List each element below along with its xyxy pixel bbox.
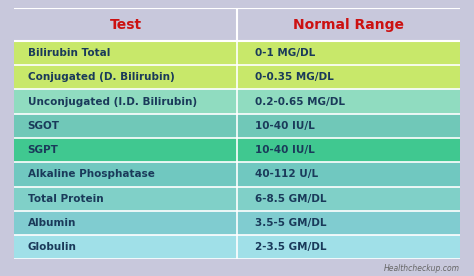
Bar: [14, 41, 460, 65]
Bar: [14, 89, 460, 114]
Text: Healthcheckup.com: Healthcheckup.com: [384, 264, 460, 273]
Text: 0-1 MG/DL: 0-1 MG/DL: [255, 48, 315, 58]
Text: SGOT: SGOT: [27, 121, 60, 131]
Text: 3.5-5 GM/DL: 3.5-5 GM/DL: [255, 218, 326, 228]
Bar: [14, 138, 460, 162]
Text: 40-112 U/L: 40-112 U/L: [255, 169, 318, 179]
Text: 10-40 IU/L: 10-40 IU/L: [255, 121, 315, 131]
Bar: [14, 65, 460, 89]
Text: Normal Range: Normal Range: [293, 18, 404, 32]
Text: Total Protein: Total Protein: [27, 194, 103, 204]
Text: 10-40 IU/L: 10-40 IU/L: [255, 145, 315, 155]
Text: SGPT: SGPT: [27, 145, 58, 155]
Text: Albumin: Albumin: [27, 218, 76, 228]
Bar: [14, 162, 460, 187]
Text: 2-3.5 GM/DL: 2-3.5 GM/DL: [255, 242, 326, 252]
Text: Unconjugated (I.D. Bilirubin): Unconjugated (I.D. Bilirubin): [27, 97, 197, 107]
Bar: [14, 8, 460, 41]
Text: Test: Test: [109, 18, 142, 32]
Text: Conjugated (D. Bilirubin): Conjugated (D. Bilirubin): [27, 72, 174, 82]
Text: 0-0.35 MG/DL: 0-0.35 MG/DL: [255, 72, 334, 82]
Text: 0.2-0.65 MG/DL: 0.2-0.65 MG/DL: [255, 97, 345, 107]
Text: 6-8.5 GM/DL: 6-8.5 GM/DL: [255, 194, 326, 204]
Text: Globulin: Globulin: [27, 242, 76, 252]
Text: Alkaline Phosphatase: Alkaline Phosphatase: [27, 169, 155, 179]
Text: Bilirubin Total: Bilirubin Total: [27, 48, 110, 58]
Bar: [14, 235, 460, 259]
Bar: [14, 211, 460, 235]
Bar: [14, 114, 460, 138]
Bar: [14, 187, 460, 211]
